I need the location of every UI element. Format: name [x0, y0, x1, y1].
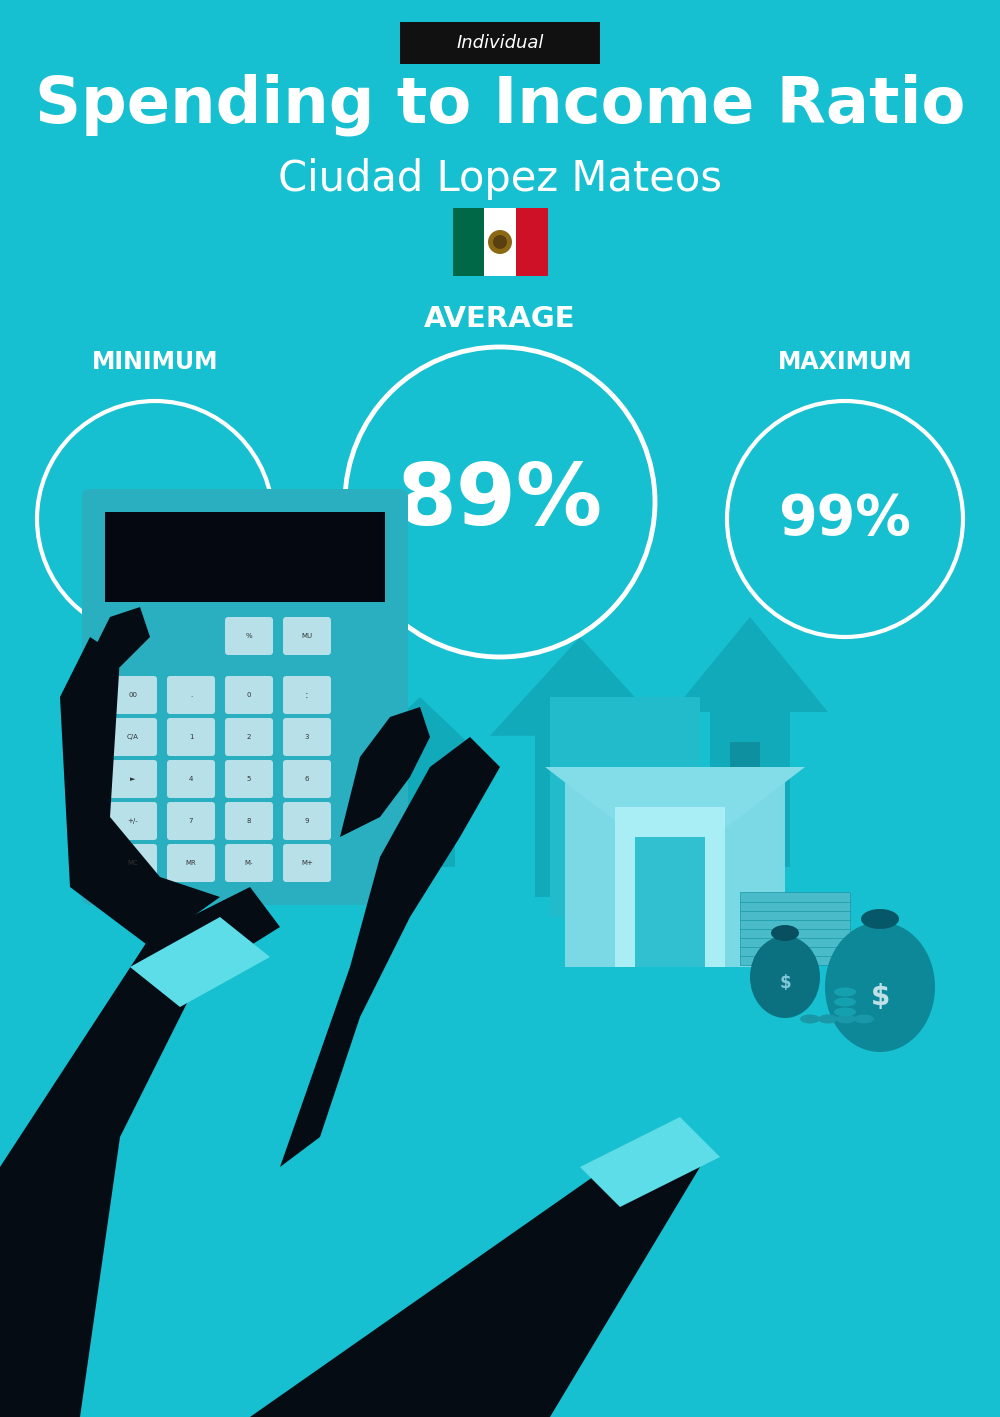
Text: 99%: 99%: [779, 492, 911, 546]
Text: M-: M-: [245, 860, 253, 866]
Polygon shape: [580, 1117, 720, 1207]
FancyBboxPatch shape: [635, 837, 705, 966]
FancyBboxPatch shape: [283, 760, 331, 798]
Text: 4: 4: [189, 777, 193, 782]
FancyBboxPatch shape: [109, 845, 157, 881]
Text: Ciudad Lopez Mateos: Ciudad Lopez Mateos: [278, 159, 722, 200]
Text: 5: 5: [247, 777, 251, 782]
Text: 1: 1: [189, 734, 193, 740]
Ellipse shape: [771, 925, 799, 941]
FancyBboxPatch shape: [109, 802, 157, 840]
Ellipse shape: [825, 922, 935, 1051]
FancyBboxPatch shape: [109, 718, 157, 757]
FancyBboxPatch shape: [109, 760, 157, 798]
Circle shape: [493, 235, 507, 249]
Ellipse shape: [861, 908, 899, 930]
Text: MC: MC: [128, 860, 138, 866]
FancyBboxPatch shape: [740, 901, 850, 911]
FancyBboxPatch shape: [740, 937, 850, 947]
FancyBboxPatch shape: [740, 910, 850, 920]
FancyBboxPatch shape: [167, 845, 215, 881]
Text: 00: 00: [128, 691, 138, 699]
FancyBboxPatch shape: [730, 743, 760, 796]
FancyBboxPatch shape: [167, 760, 215, 798]
Circle shape: [488, 230, 512, 254]
FancyBboxPatch shape: [225, 802, 273, 840]
FancyBboxPatch shape: [283, 802, 331, 840]
Text: Individual: Individual: [456, 34, 544, 52]
FancyBboxPatch shape: [283, 616, 331, 655]
FancyBboxPatch shape: [615, 808, 725, 966]
Text: 6: 6: [305, 777, 309, 782]
FancyBboxPatch shape: [105, 512, 385, 602]
Text: MINIMUM: MINIMUM: [92, 350, 218, 374]
Text: MU: MU: [301, 633, 313, 639]
FancyBboxPatch shape: [225, 760, 273, 798]
Text: 2: 2: [247, 734, 251, 740]
Text: C/A: C/A: [127, 734, 139, 740]
FancyBboxPatch shape: [109, 676, 157, 714]
FancyBboxPatch shape: [516, 208, 548, 276]
Text: 7: 7: [189, 818, 193, 825]
FancyBboxPatch shape: [453, 208, 484, 276]
Ellipse shape: [834, 988, 856, 996]
Ellipse shape: [800, 1015, 820, 1023]
Text: 0: 0: [247, 691, 251, 699]
Polygon shape: [352, 697, 488, 867]
Text: $: $: [870, 983, 890, 1010]
Polygon shape: [490, 638, 670, 897]
Polygon shape: [280, 737, 500, 1168]
FancyBboxPatch shape: [283, 676, 331, 714]
FancyBboxPatch shape: [400, 23, 600, 64]
Polygon shape: [60, 638, 220, 947]
Polygon shape: [150, 1136, 700, 1417]
Text: M+: M+: [301, 860, 313, 866]
Polygon shape: [0, 887, 280, 1417]
Text: MR: MR: [186, 860, 196, 866]
Text: MAXIMUM: MAXIMUM: [778, 350, 912, 374]
Text: AVERAGE: AVERAGE: [424, 305, 576, 333]
FancyBboxPatch shape: [82, 489, 408, 905]
Polygon shape: [340, 707, 430, 837]
Text: $: $: [779, 973, 791, 992]
FancyBboxPatch shape: [283, 718, 331, 757]
FancyBboxPatch shape: [550, 697, 700, 917]
FancyBboxPatch shape: [740, 928, 850, 938]
FancyBboxPatch shape: [225, 676, 273, 714]
Text: 9: 9: [305, 818, 309, 825]
FancyBboxPatch shape: [740, 947, 850, 956]
Text: 3: 3: [305, 734, 309, 740]
Text: ►: ►: [130, 777, 136, 782]
Ellipse shape: [818, 1015, 838, 1023]
FancyBboxPatch shape: [225, 845, 273, 881]
Text: :: :: [305, 690, 309, 700]
Text: .: .: [190, 691, 192, 699]
Text: 89%: 89%: [397, 461, 603, 544]
FancyBboxPatch shape: [167, 802, 215, 840]
Ellipse shape: [750, 937, 820, 1017]
FancyBboxPatch shape: [740, 920, 850, 930]
FancyBboxPatch shape: [167, 676, 215, 714]
Ellipse shape: [854, 1015, 874, 1023]
Ellipse shape: [836, 1015, 856, 1023]
Text: 80%: 80%: [89, 492, 221, 546]
FancyBboxPatch shape: [167, 718, 215, 757]
Polygon shape: [545, 767, 805, 867]
Ellipse shape: [834, 998, 856, 1006]
FancyBboxPatch shape: [225, 616, 273, 655]
FancyBboxPatch shape: [484, 208, 516, 276]
Polygon shape: [85, 606, 150, 667]
Polygon shape: [672, 616, 828, 867]
Text: %: %: [246, 633, 252, 639]
FancyBboxPatch shape: [283, 845, 331, 881]
Text: Spending to Income Ratio: Spending to Income Ratio: [35, 74, 965, 136]
Ellipse shape: [834, 1007, 856, 1016]
FancyBboxPatch shape: [565, 767, 785, 966]
FancyBboxPatch shape: [740, 955, 850, 965]
Text: +/-: +/-: [128, 818, 138, 825]
FancyBboxPatch shape: [225, 718, 273, 757]
Text: 8: 8: [247, 818, 251, 825]
FancyBboxPatch shape: [740, 891, 850, 903]
Polygon shape: [130, 917, 270, 1007]
